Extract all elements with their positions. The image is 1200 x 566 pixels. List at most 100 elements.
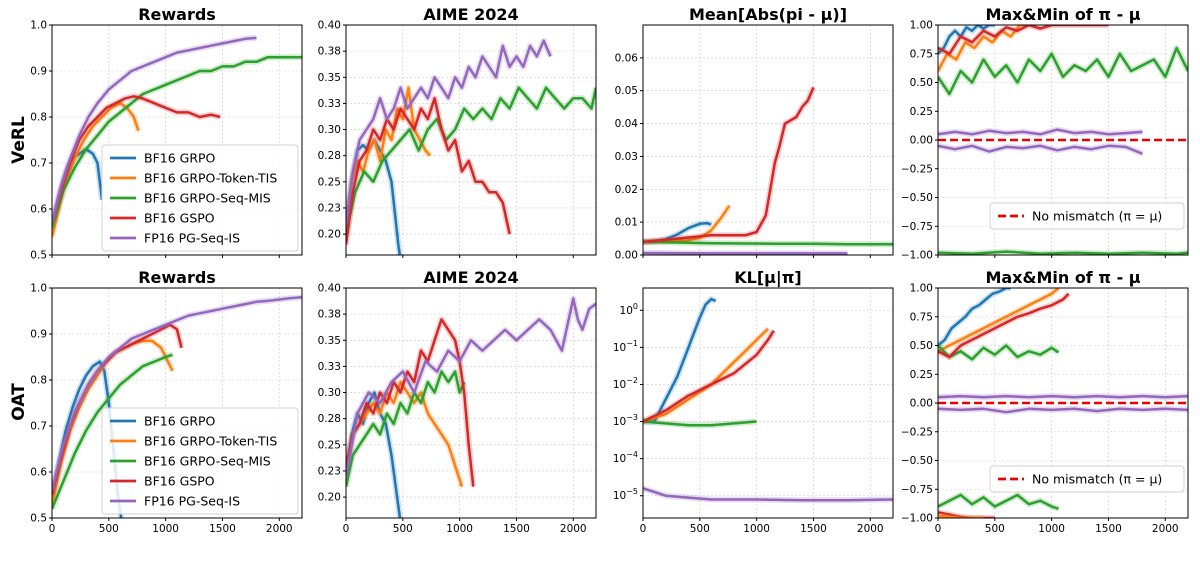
panel-oat-aime: 0.20 0.23 0.25 0.28 0.30 0.33 0.35 0.38 0.40 0 500… — [318, 268, 597, 535]
axes-frame — [51, 287, 303, 519]
y-tick-label: 0.23 — [318, 465, 341, 477]
series-line-bf16-grpo-seq-mis — [643, 240, 893, 246]
y-tick-exponent: −1 — [626, 339, 638, 348]
y-tick-label: 0.9 — [30, 66, 47, 78]
y-tick-label: 1.00 — [910, 283, 933, 295]
legend: No mismatch (π = μ) — [989, 465, 1185, 493]
legend: BF16 GRPO BF16 GRPO-Token-TIS BF16 GRPO-Se… — [101, 144, 299, 252]
x-tick-label: 1500 — [209, 523, 236, 535]
y-tick-label: 0.02 — [615, 184, 638, 196]
series-group — [52, 34, 302, 238]
series-line-bf16-grpo-seq-mis — [52, 353, 173, 510]
y-tick-label: 0.00 — [910, 398, 933, 410]
y-tick-base: 10 — [613, 453, 626, 465]
y-tick-label: −0.75 — [901, 484, 933, 496]
y-tick-exponent: −4 — [626, 450, 638, 459]
y-tick-label: 0.04 — [615, 118, 639, 130]
series-line-bf16-gspo — [643, 330, 775, 423]
x-tick-label: 500 — [99, 523, 119, 535]
y-tick-label: 100 — [620, 302, 638, 317]
y-tick-label: 0.25 — [910, 106, 933, 118]
y-tick-exponent: −2 — [626, 376, 638, 385]
chart-title: Max&Min of π - μ — [985, 268, 1140, 287]
x-tick-label: 1500 — [503, 523, 530, 535]
x-tick-label: 1500 — [1095, 523, 1122, 535]
legend-label-bf16-grpo-token-tis: BF16 GRPO-Token-TIS — [144, 434, 277, 449]
axes-frame — [345, 24, 597, 256]
y-tick-label: 0.50 — [910, 340, 933, 352]
x-tick-label: 2000 — [560, 523, 587, 535]
chart-title: AIME 2024 — [423, 268, 518, 287]
axes-frame — [937, 287, 1189, 519]
series-line-fp16-pg-seq-is — [346, 39, 552, 224]
series-line-bf16-grpo-token-tis — [938, 514, 984, 518]
y-tick-label: 0.33 — [318, 98, 341, 110]
legend-label-bf16-grpo-seq-mis: BF16 GRPO-Seq-MIS — [144, 454, 271, 469]
y-tick-label: 0.5 — [30, 250, 47, 262]
y-tick-label: −1.00 — [901, 250, 933, 262]
y-tick-label: −0.75 — [901, 221, 933, 233]
x-tick-label: 500 — [690, 523, 710, 535]
y-tick-base: 10 — [613, 342, 626, 354]
series-band-bf16-grpo-seq-mis — [938, 45, 1188, 97]
y-tick-label: 10−1 — [613, 339, 638, 354]
axes-frame — [642, 24, 894, 256]
series-line-fp16-pg-seq-is — [346, 297, 596, 477]
y-tick-label: 10−5 — [613, 487, 638, 502]
y-tick-label: 0.75 — [910, 311, 933, 323]
series-line-bf16-gspo — [938, 25, 1109, 56]
y-tick-label: −0.25 — [901, 163, 933, 175]
y-tick-label: 0.00 — [615, 250, 638, 262]
x-tick-label: 500 — [393, 523, 413, 535]
series-group — [346, 37, 596, 255]
legend-label-no-mismatch: No mismatch (π = μ) — [1032, 209, 1162, 224]
x-tick-label: 2000 — [1152, 523, 1179, 535]
x-tick-label: 0 — [935, 523, 942, 535]
legend-box — [989, 465, 1185, 493]
legend-label-bf16-grpo-seq-mis: BF16 GRPO-Seq-MIS — [144, 191, 271, 206]
y-tick-label: 10−2 — [613, 376, 638, 391]
y-tick-label: 0.8 — [30, 375, 47, 387]
y-tick-label: −1.00 — [901, 513, 933, 525]
y-tick-label: 0.75 — [910, 48, 933, 60]
legend-label-bf16-gspo: BF16 GSPO — [144, 211, 215, 226]
y-tick-label: −0.25 — [901, 426, 933, 438]
legend-box — [101, 407, 299, 515]
y-tick-label: 0.7 — [30, 421, 47, 433]
x-tick-label: 1000 — [446, 523, 473, 535]
series-line-bf16-grpo-token-tis — [346, 380, 464, 487]
panel-verl-maxmin: −1.00 −0.75 −0.50 −0.25 0.00 0.25 0.50 0.75 1.00… — [901, 5, 1189, 262]
y-tick-label: 0.8 — [30, 112, 47, 124]
y-tick-exponent: 0 — [633, 302, 638, 311]
x-tick-label: 0 — [49, 523, 56, 535]
y-tick-label: 0.33 — [318, 361, 341, 373]
y-tick-label: 1.0 — [30, 20, 47, 32]
x-tick-label: 0 — [640, 523, 647, 535]
y-tick-label: 0.7 — [30, 158, 47, 170]
y-tick-label: 10−4 — [613, 450, 638, 465]
legend: No mismatch (π = μ) — [989, 202, 1185, 230]
legend-box — [101, 144, 299, 252]
series-line-bf16-grpo-seq-mis — [938, 250, 1188, 255]
y-tick-exponent: −5 — [626, 487, 638, 496]
series-group — [52, 294, 302, 518]
series-line-bf16-grpo-seq-mis — [938, 344, 1060, 361]
series-line-bf16-grpo-seq-mis — [52, 55, 302, 228]
y-tick-label: 0.06 — [615, 52, 639, 64]
x-tick-label: 1500 — [800, 523, 827, 535]
series-line-bf16-grpo — [938, 25, 995, 55]
series-line-bf16-grpo-seq-mis — [938, 493, 1059, 510]
panel-verl-aime: 0.20 0.23 0.25 0.28 0.30 0.33 0.35 0.38 0.40 AIME… — [318, 5, 597, 258]
axes-frame — [937, 24, 1189, 256]
series-line-bf16-grpo-seq-mis — [346, 370, 466, 487]
axes-frame — [642, 287, 894, 519]
y-tick-label: 0.03 — [615, 151, 638, 163]
row-label-verl: VeRL — [9, 116, 29, 164]
series-line-fp16-pg-seq-is — [938, 407, 1188, 414]
y-tick-label: 0.40 — [318, 20, 341, 32]
x-tick-label: 1000 — [1038, 523, 1065, 535]
